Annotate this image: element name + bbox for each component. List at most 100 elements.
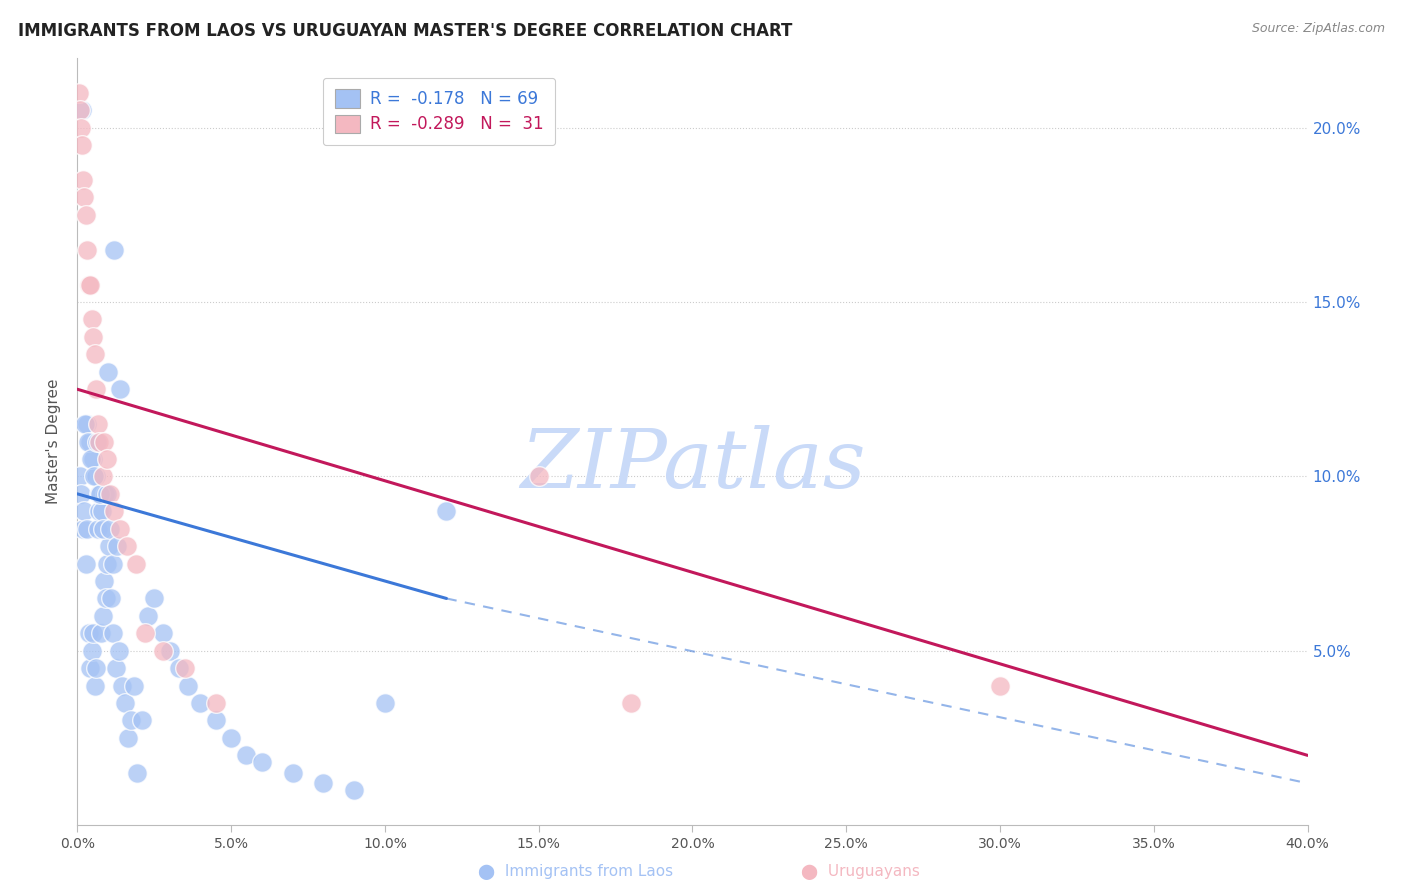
Point — [73, 504, 96, 518]
Point — [70, 103, 93, 118]
Point — [343, 783, 366, 797]
Point — [87, 487, 110, 501]
Point — [436, 504, 458, 518]
Point — [69, 469, 91, 483]
Point — [96, 487, 118, 501]
Point — [101, 626, 124, 640]
Point — [111, 679, 134, 693]
Point — [174, 661, 197, 675]
Point — [77, 626, 100, 640]
Point — [97, 539, 120, 553]
Point — [93, 574, 115, 588]
Legend: R =  -0.178   N = 69, R =  -0.289   N =  31: R = -0.178 N = 69, R = -0.289 N = 31 — [323, 78, 555, 145]
Point — [93, 434, 115, 449]
Point — [76, 522, 98, 536]
Point — [105, 539, 128, 553]
Point — [82, 644, 104, 658]
Point — [312, 776, 335, 790]
Text: ⬤  Immigrants from Laos: ⬤ Immigrants from Laos — [478, 864, 673, 880]
Point — [67, 86, 90, 100]
Text: Source: ZipAtlas.com: Source: ZipAtlas.com — [1251, 22, 1385, 36]
Point — [152, 644, 174, 658]
Point — [82, 626, 104, 640]
Point — [103, 243, 125, 257]
Point — [79, 661, 101, 675]
Point — [89, 434, 111, 449]
Point — [235, 748, 257, 763]
Point — [91, 469, 114, 483]
Point — [86, 661, 108, 675]
Point — [136, 608, 159, 623]
Point — [131, 714, 153, 728]
Point — [115, 539, 138, 553]
Point — [79, 277, 101, 292]
Point — [77, 434, 100, 449]
Point — [84, 347, 107, 361]
Y-axis label: Master's Degree: Master's Degree — [46, 379, 62, 504]
Point — [82, 330, 104, 344]
Point — [90, 626, 112, 640]
Point — [84, 469, 107, 483]
Point — [177, 679, 200, 693]
Point — [98, 487, 121, 501]
Point — [620, 696, 643, 710]
Point — [79, 434, 101, 449]
Point — [76, 417, 98, 431]
Point — [98, 522, 121, 536]
Point — [100, 591, 122, 606]
Point — [70, 487, 93, 501]
Point — [94, 591, 117, 606]
Point — [281, 765, 304, 780]
Point — [96, 557, 118, 571]
Point — [97, 365, 120, 379]
Point — [72, 522, 94, 536]
Point — [80, 452, 103, 467]
Point — [250, 756, 273, 770]
Point — [70, 120, 93, 135]
Point — [374, 696, 396, 710]
Point — [127, 765, 149, 780]
Point — [75, 557, 97, 571]
Point — [134, 626, 156, 640]
Point — [108, 644, 131, 658]
Point — [91, 608, 114, 623]
Point — [143, 591, 166, 606]
Point — [87, 522, 110, 536]
Point — [117, 731, 139, 745]
Point — [188, 696, 212, 710]
Point — [93, 522, 115, 536]
Point — [90, 504, 114, 518]
Point — [89, 487, 111, 501]
Point — [69, 103, 91, 118]
Point — [110, 382, 132, 396]
Point — [87, 417, 110, 431]
Point — [86, 382, 108, 396]
Point — [73, 190, 96, 204]
Text: ZIPatlas: ZIPatlas — [520, 425, 865, 505]
Point — [72, 173, 94, 187]
Point — [104, 661, 127, 675]
Point — [89, 504, 111, 518]
Point — [204, 714, 226, 728]
Point — [110, 522, 132, 536]
Point — [75, 208, 97, 222]
Point — [159, 644, 181, 658]
Point — [77, 277, 100, 292]
Point — [167, 661, 190, 675]
Point — [527, 469, 550, 483]
Point — [82, 312, 104, 326]
Text: IMMIGRANTS FROM LAOS VS URUGUAYAN MASTER'S DEGREE CORRELATION CHART: IMMIGRANTS FROM LAOS VS URUGUAYAN MASTER… — [18, 22, 793, 40]
Point — [76, 243, 98, 257]
Point — [96, 452, 118, 467]
Point — [83, 469, 105, 483]
Point — [103, 504, 125, 518]
Point — [101, 557, 124, 571]
Point — [988, 679, 1011, 693]
Text: ⬤  Uruguayans: ⬤ Uruguayans — [801, 864, 921, 880]
Point — [114, 696, 136, 710]
Point — [86, 434, 108, 449]
Point — [204, 696, 226, 710]
Point — [84, 679, 107, 693]
Point — [122, 679, 145, 693]
Point — [125, 557, 148, 571]
